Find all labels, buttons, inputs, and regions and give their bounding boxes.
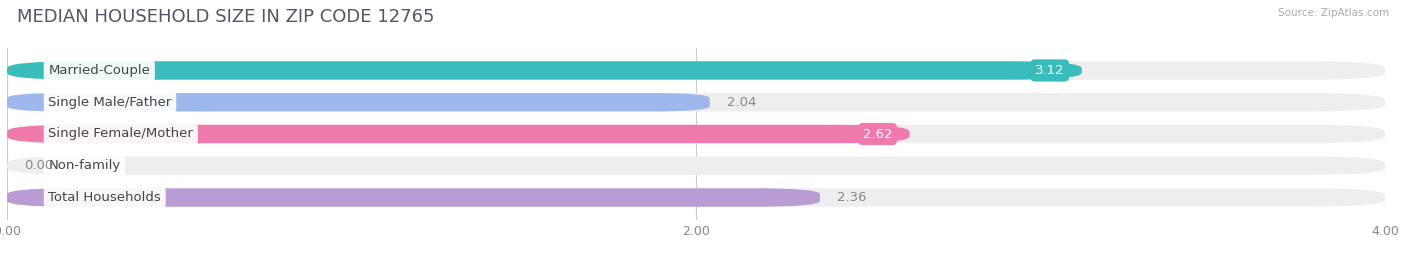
FancyBboxPatch shape — [7, 61, 1385, 80]
FancyBboxPatch shape — [7, 125, 1385, 143]
FancyBboxPatch shape — [7, 93, 710, 111]
FancyBboxPatch shape — [7, 188, 820, 207]
Text: Single Male/Father: Single Male/Father — [48, 96, 172, 109]
Text: Source: ZipAtlas.com: Source: ZipAtlas.com — [1278, 8, 1389, 18]
FancyBboxPatch shape — [7, 125, 910, 143]
Text: Total Households: Total Households — [48, 191, 162, 204]
Text: 0.00: 0.00 — [24, 159, 53, 172]
Text: 2.36: 2.36 — [837, 191, 866, 204]
Text: 3.12: 3.12 — [1035, 64, 1064, 77]
Text: Married-Couple: Married-Couple — [48, 64, 150, 77]
Text: MEDIAN HOUSEHOLD SIZE IN ZIP CODE 12765: MEDIAN HOUSEHOLD SIZE IN ZIP CODE 12765 — [17, 8, 434, 26]
Text: 2.04: 2.04 — [727, 96, 756, 109]
Text: 2.62: 2.62 — [863, 128, 893, 140]
FancyBboxPatch shape — [7, 61, 1081, 80]
FancyBboxPatch shape — [7, 157, 1385, 175]
FancyBboxPatch shape — [7, 188, 1385, 207]
Text: Single Female/Mother: Single Female/Mother — [48, 128, 193, 140]
FancyBboxPatch shape — [7, 93, 1385, 111]
Text: Non-family: Non-family — [48, 159, 121, 172]
